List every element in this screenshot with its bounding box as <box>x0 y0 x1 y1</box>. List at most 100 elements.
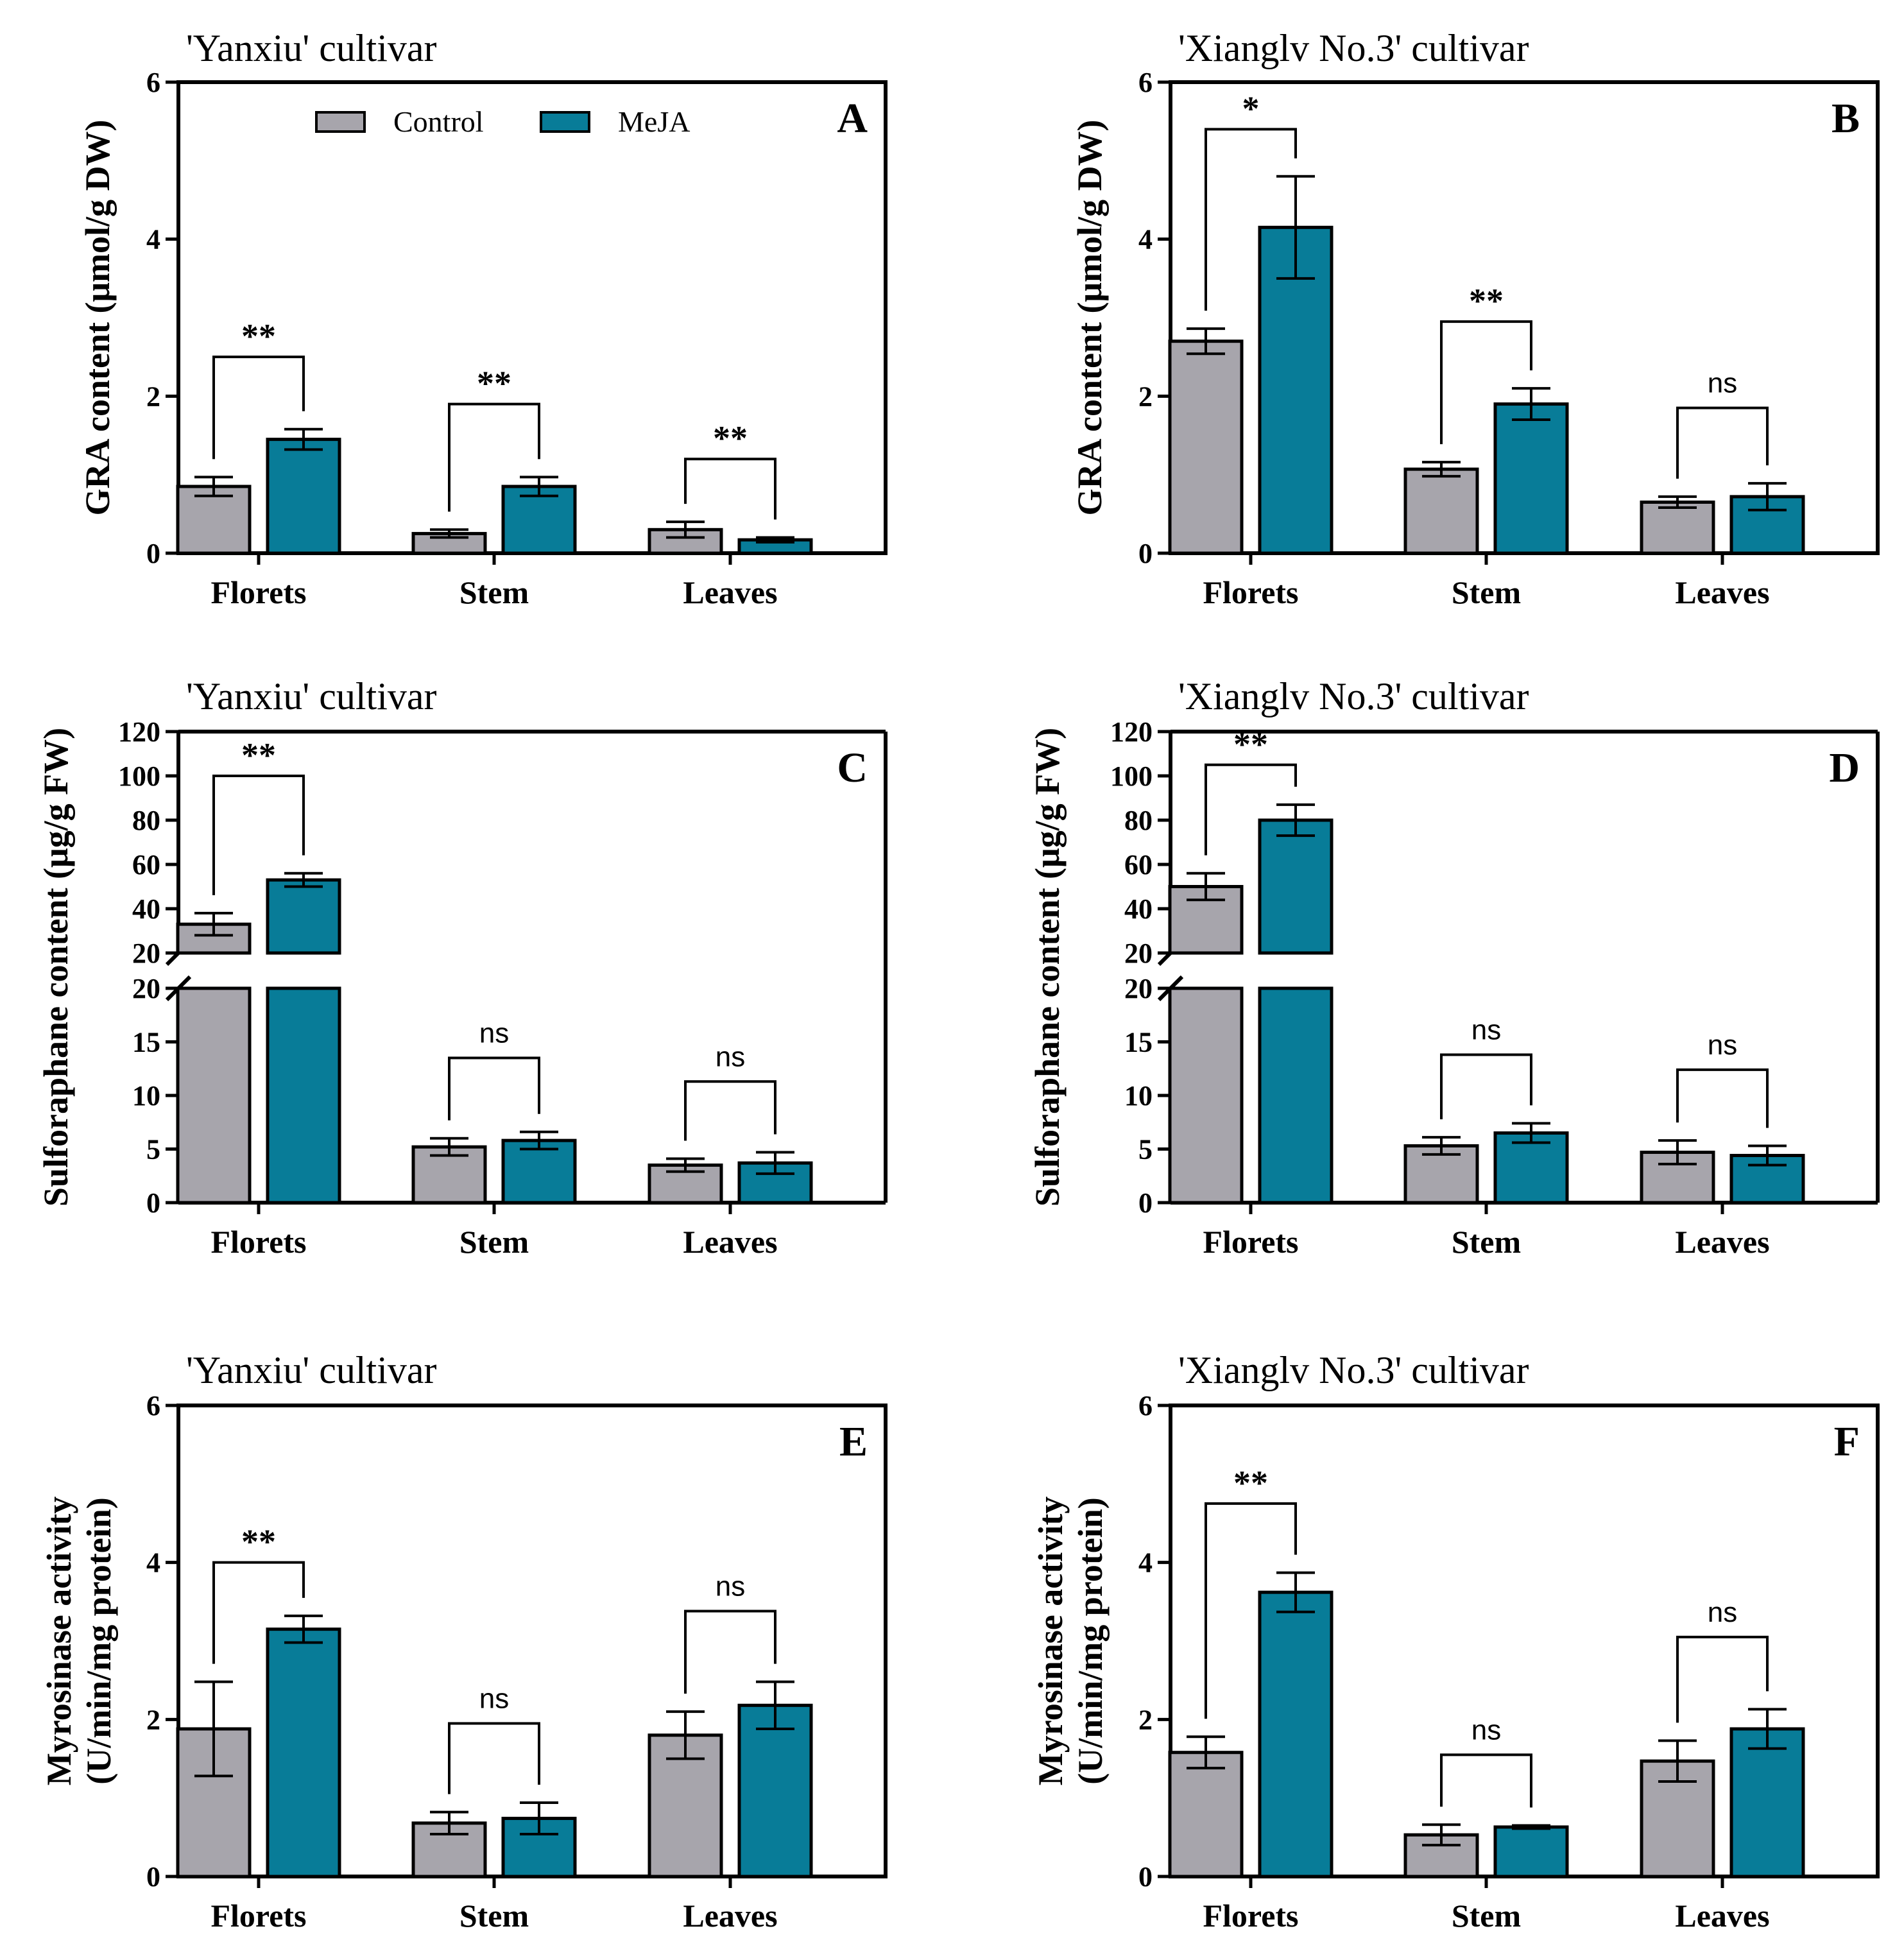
significance-bracket <box>1676 1068 1769 1128</box>
y-tick-label: 60 <box>132 849 160 880</box>
bar-control-florets <box>1168 1751 1244 1878</box>
panel-letter: D <box>1829 744 1860 791</box>
y-tick-label: 6 <box>1138 67 1153 98</box>
x-tick-label: Leaves <box>683 1898 777 1934</box>
significance-label: ns <box>1471 1015 1501 1046</box>
bar-control-florets <box>176 485 252 555</box>
x-tick-label: Leaves <box>1675 574 1769 610</box>
significance-bracket <box>684 1080 776 1141</box>
panel-d: 'Xianglv No.3' cultivar 0 5 10 15 20 20 40 60 80 1… <box>1028 675 1880 1260</box>
panel-f: 'Xianglv No.3' cultivar 0 2 4 6 Myrosinase ac… <box>1031 1349 1880 1934</box>
y-tick-label: 6 <box>1138 1390 1153 1421</box>
significance-bracket <box>1440 1753 1532 1808</box>
bar-control-stem <box>1403 467 1479 555</box>
significance-bracket <box>448 1722 540 1794</box>
x-tick-label: Florets <box>210 1898 306 1934</box>
error-bar <box>520 1801 558 1835</box>
y-axis-label: GRA content (μmol/g DW) <box>1070 119 1109 515</box>
y-tick-label: 120 <box>118 716 160 748</box>
significance-label: ns <box>1708 368 1737 399</box>
y-tick-label: 10 <box>1124 1080 1153 1112</box>
y-axis-label: Myrosinase activity <box>1031 1497 1070 1785</box>
significance-label: ns <box>716 1571 745 1602</box>
error-bar <box>1658 1739 1697 1783</box>
y-tick-label: 20 <box>132 938 160 969</box>
error-bar <box>1422 461 1461 478</box>
x-tick-label: Stem <box>459 1224 529 1260</box>
significance-label: ** <box>241 1523 276 1561</box>
x-tick-label: Leaves <box>1675 1224 1769 1260</box>
significance-label: ns <box>479 1018 509 1049</box>
significance-label: ** <box>241 736 276 775</box>
bar-meja-florets-lower <box>266 986 341 1205</box>
error-bar <box>1187 1735 1225 1770</box>
error-bar <box>1748 482 1787 511</box>
legend-label-control: Control <box>393 105 484 138</box>
significance-bracket <box>1205 763 1297 855</box>
y-tick-label: 4 <box>1138 1547 1153 1579</box>
y-tick-label: 0 <box>146 538 160 569</box>
error-bar <box>520 476 558 497</box>
significance-label: ** <box>1469 282 1504 320</box>
significance-bracket <box>1205 128 1297 311</box>
y-axis-label: GRA content (μmol/g DW) <box>78 119 117 515</box>
significance-label: ** <box>713 419 748 458</box>
significance-label: ** <box>241 317 276 356</box>
significance-bracket <box>1676 1635 1769 1723</box>
error-bar <box>1512 387 1550 422</box>
significance-bracket <box>1440 1053 1532 1120</box>
y-tick-label: 10 <box>132 1080 160 1112</box>
error-bar <box>1187 327 1225 356</box>
error-bar <box>284 427 323 451</box>
y-tick-label: 4 <box>1138 224 1153 255</box>
y-tick-label: 0 <box>1138 538 1153 569</box>
bar-meja-florets-upper <box>266 878 341 955</box>
panel-letter: A <box>837 95 868 142</box>
bar-meja-florets-upper <box>1258 818 1334 955</box>
panel-letter: B <box>1831 95 1860 142</box>
significance-label: ** <box>1233 725 1268 764</box>
significance-bracket <box>212 1561 305 1664</box>
legend-swatch-control <box>315 111 366 133</box>
significance-label: ** <box>477 365 511 403</box>
error-bar <box>1276 1571 1315 1613</box>
error-bar <box>666 1157 705 1173</box>
y-tick-label: 15 <box>132 1027 160 1058</box>
bar-control-florets <box>1168 339 1244 555</box>
panel-letter: E <box>839 1418 868 1465</box>
y-tick-label: 2 <box>146 381 160 412</box>
y-tick-label: 4 <box>146 224 160 255</box>
bar-meja-stem <box>1493 402 1569 555</box>
x-tick-label: Stem <box>1452 1898 1521 1934</box>
panel-letter: C <box>837 744 868 791</box>
x-tick-label: Florets <box>1203 1898 1298 1934</box>
error-bar <box>1422 1823 1461 1847</box>
significance-label: ns <box>1708 1029 1737 1061</box>
panel-title: 'Yanxiu' cultivar <box>186 27 437 69</box>
y-tick-label: 4 <box>146 1547 160 1579</box>
x-tick-label: Stem <box>1452 574 1521 610</box>
y-tick-label: 0 <box>1138 1187 1153 1219</box>
bar-control-florets-lower <box>176 986 252 1205</box>
panel-title: 'Xianglv No.3' cultivar <box>1178 27 1529 69</box>
significance-label: * <box>1242 89 1260 128</box>
y-tick-label: 20 <box>132 973 160 1004</box>
x-tick-label: Leaves <box>1675 1898 1769 1934</box>
bar-control-florets-lower <box>1168 986 1244 1205</box>
error-bar <box>1422 1136 1461 1156</box>
panel-b: 'Xianglv No.3' cultivar 0 2 4 6 GRA content (… <box>1070 27 1880 610</box>
y-tick-label: 80 <box>1124 805 1153 836</box>
bar-meja-florets <box>266 1627 341 1878</box>
significance-bracket <box>684 458 776 520</box>
legend: Control MeJA <box>315 105 690 138</box>
y-axis-label: (U/min/mg protein) <box>80 1497 118 1784</box>
x-tick-label: Florets <box>1203 1224 1298 1260</box>
panel-letter: F <box>1834 1418 1860 1465</box>
y-tick-label: 100 <box>1110 760 1153 792</box>
y-tick-label: 60 <box>1124 849 1153 880</box>
bar-meja-florets-lower <box>1258 986 1334 1205</box>
y-tick-label: 2 <box>146 1704 160 1735</box>
error-bar <box>1512 1824 1550 1830</box>
error-bar <box>756 1680 794 1731</box>
